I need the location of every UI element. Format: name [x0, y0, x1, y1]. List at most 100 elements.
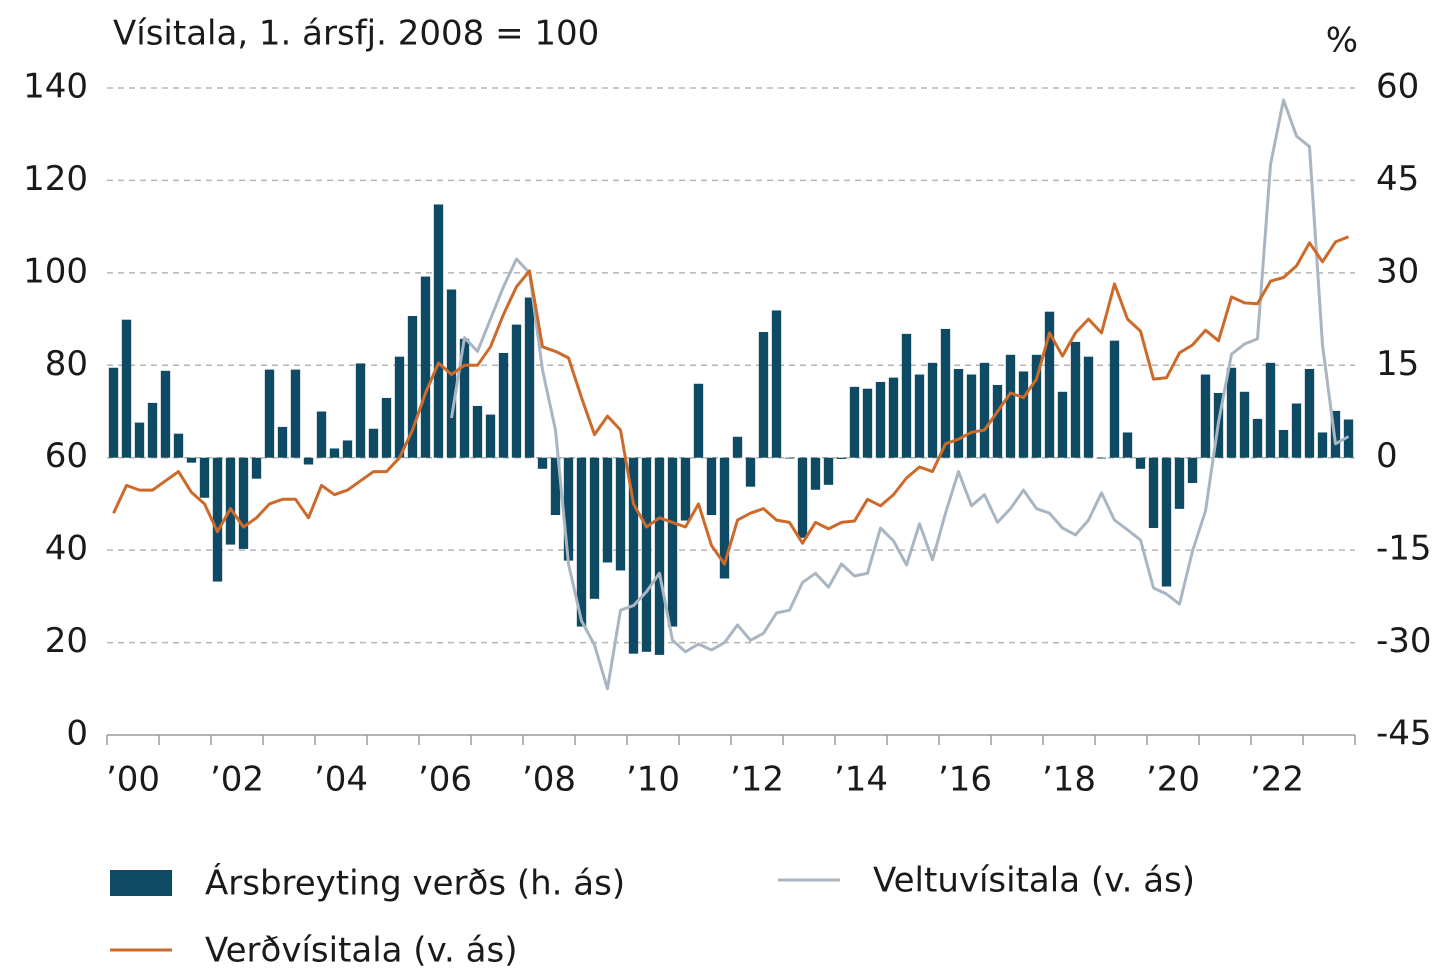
y2-tick-label: -15: [1376, 529, 1432, 569]
bar: [1174, 457, 1185, 509]
bar: [862, 388, 873, 458]
bar: [693, 383, 704, 458]
bar: [1252, 418, 1263, 458]
x-tick-label: ’02: [210, 760, 264, 800]
bar: [563, 457, 574, 561]
bar: [1044, 311, 1055, 458]
legend-swatch: [110, 870, 172, 896]
bar: [823, 457, 834, 485]
bar: [316, 411, 327, 458]
bar: [797, 457, 808, 538]
bar: [381, 397, 392, 458]
bar: [1070, 341, 1081, 458]
y-tick-label: 40: [45, 529, 88, 569]
bar: [641, 457, 652, 652]
bar: [1343, 419, 1354, 458]
bar: [992, 385, 1003, 458]
bar: [953, 368, 964, 458]
bar: [784, 457, 795, 459]
bar: [290, 369, 301, 458]
bar: [888, 377, 899, 458]
bar: [186, 457, 197, 463]
bar: [1148, 457, 1159, 528]
x-tick-label: ’16: [938, 760, 992, 800]
bar: [576, 457, 587, 627]
y2-tick-label: 45: [1376, 159, 1419, 199]
bar: [1122, 432, 1133, 458]
bar: [277, 426, 288, 458]
bar: [758, 332, 769, 458]
bar: [472, 405, 483, 458]
bar: [368, 428, 379, 458]
bar: [667, 457, 678, 627]
x-tick-label: ’22: [1250, 760, 1304, 800]
bar: [1096, 457, 1107, 459]
bar: [1200, 374, 1211, 458]
y2-axis-label: %: [1326, 21, 1358, 61]
bar: [459, 338, 470, 458]
bar: [121, 319, 132, 458]
bar: [550, 457, 561, 516]
bar: [901, 333, 912, 458]
bar: [420, 276, 431, 458]
bar: [589, 457, 600, 599]
bar: [433, 204, 444, 458]
bar: [1265, 362, 1276, 458]
x-tick-label: ’20: [1146, 760, 1200, 800]
bar: [1239, 391, 1250, 458]
bar: [875, 381, 886, 458]
bar: [1083, 356, 1094, 458]
bar: [706, 457, 717, 516]
bar: [1109, 340, 1120, 458]
x-tick-label: ’00: [106, 760, 160, 800]
bar: [628, 457, 639, 654]
bar: [173, 433, 184, 458]
bar: [1278, 429, 1289, 458]
x-tick-label: ’14: [834, 760, 888, 800]
y-tick-label: 60: [45, 436, 88, 476]
bar: [524, 297, 535, 458]
y-tick-label: 0: [66, 714, 88, 754]
bar: [134, 422, 145, 458]
y2-tick-label: -45: [1376, 714, 1432, 754]
bar: [342, 440, 353, 458]
bar: [329, 448, 340, 458]
y2-tick-label: 0: [1376, 436, 1398, 476]
bar: [108, 367, 119, 458]
bar: [654, 457, 665, 655]
y-tick-label: 140: [23, 67, 88, 107]
y2-tick-label: 15: [1376, 344, 1419, 384]
y2-tick-label: -30: [1376, 621, 1432, 661]
bar: [810, 457, 821, 490]
bar: [212, 457, 223, 582]
bar: [303, 457, 314, 465]
x-tick-label: ’04: [314, 760, 368, 800]
bar: [485, 414, 496, 458]
y-tick-label: 20: [45, 621, 88, 661]
bar: [1304, 368, 1315, 458]
bar: [355, 363, 366, 458]
legend-label: Verðvísitala (v. ás): [205, 931, 517, 970]
bar: [160, 370, 171, 458]
y-tick-label: 120: [23, 159, 88, 199]
bar: [745, 457, 756, 487]
bar: [732, 436, 743, 458]
x-tick-label: ’10: [626, 760, 680, 800]
y2-tick-label: 30: [1376, 251, 1419, 291]
x-tick-label: ’18: [1042, 760, 1096, 800]
bar: [1057, 391, 1068, 458]
y-tick-label: 100: [23, 251, 88, 291]
bar: [1187, 457, 1198, 483]
bar: [615, 457, 626, 571]
bar: [199, 457, 210, 498]
bar: [602, 457, 613, 563]
bar: [979, 362, 990, 458]
legend-label: Ársbreyting verðs (h. ás): [205, 863, 625, 904]
bar: [771, 310, 782, 458]
bar: [966, 374, 977, 458]
legend-label: Veltuvísitala (v. ás): [873, 861, 1195, 901]
bar: [498, 352, 509, 458]
bar: [849, 386, 860, 458]
